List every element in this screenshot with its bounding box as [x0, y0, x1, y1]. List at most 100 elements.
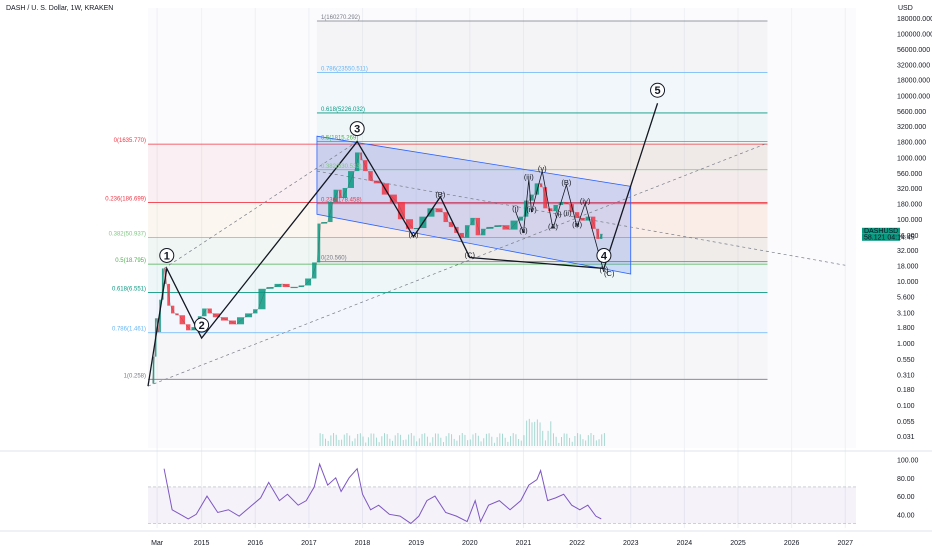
volume-bar: [373, 433, 375, 446]
volume-bar: [579, 434, 581, 446]
price-tick-label: 56.000: [897, 233, 919, 240]
volume-bar: [558, 442, 560, 446]
volume-bar: [392, 440, 394, 446]
volume-bar: [405, 439, 407, 446]
volume-bar: [357, 433, 359, 446]
volume-bar: [386, 434, 388, 446]
price-tick-label: 0.100: [897, 403, 915, 410]
price-candle: [290, 287, 298, 289]
wave-label-minor: (A): [409, 230, 420, 239]
fib-band: [148, 332, 768, 380]
volume-bar: [354, 438, 356, 446]
price-tick-label: 18.000: [897, 263, 919, 270]
wave-label-minor: (iv): [580, 196, 591, 205]
x-tick-label: 2026: [784, 540, 800, 547]
wave-label-major: 1: [164, 250, 170, 262]
price-tick-label: 0.310: [897, 372, 915, 379]
volume-bar: [397, 433, 399, 446]
volume-bar: [365, 442, 367, 446]
volume-bar: [440, 437, 442, 446]
minor-wave-path: [515, 170, 605, 273]
volume-bar: [437, 433, 439, 446]
volume-bar: [421, 433, 423, 446]
volume-bar: [499, 433, 501, 446]
volume-bar: [341, 439, 343, 446]
fib-band-upper: [316, 203, 768, 262]
volume-bar: [510, 436, 512, 446]
volume-bar: [587, 435, 589, 446]
volume-bar: [552, 433, 554, 446]
volume-bar: [367, 437, 369, 446]
volume-bar: [475, 433, 477, 446]
volume-bar: [343, 434, 345, 446]
volume-bar: [518, 439, 520, 446]
fib-label-lower: 0.236(186.699): [105, 196, 146, 202]
currency-label: USD: [898, 5, 913, 12]
wave-label-minor: (iii): [524, 172, 534, 181]
volume-bar: [603, 433, 605, 446]
volume-bar: [472, 434, 474, 446]
volume-bar: [459, 435, 461, 446]
volume-bar: [483, 438, 485, 446]
fib-band-upper: [316, 112, 768, 142]
volume-bar: [531, 422, 533, 446]
x-tick-label: 2023: [623, 540, 639, 547]
fib-label-lower: 0.5(18.795): [115, 258, 146, 264]
price-tick-label: 1.000: [897, 341, 915, 348]
fib-label-lower: 0.786(1.461): [112, 327, 146, 333]
price-badge: [862, 233, 900, 241]
x-tick-label: 2017: [301, 540, 317, 547]
volume-bar: [410, 433, 412, 446]
volume-bar: [351, 441, 353, 446]
volume-bar: [493, 442, 495, 446]
x-tick-label: 2025: [730, 540, 746, 547]
volume-bar: [585, 440, 587, 446]
rsi-tick-label: 80.00: [897, 476, 915, 483]
volume-bar: [418, 438, 420, 446]
price-tick-label: 18000.000: [897, 78, 930, 85]
volume-bar: [544, 440, 546, 446]
fib-band-upper: [316, 20, 768, 73]
x-tick-label: 2027: [837, 540, 853, 547]
volume-bar: [370, 433, 372, 446]
volume-bar: [456, 440, 458, 446]
wave-label-minor: (i): [555, 210, 562, 219]
fib-label-lower: 1(0.258): [124, 373, 146, 379]
volume-bar: [480, 441, 482, 446]
wave-circle: [194, 317, 210, 333]
wave-circle: [349, 121, 365, 137]
rsi-tick-label: 40.00: [897, 512, 915, 519]
price-tick-label: 1800.000: [897, 140, 926, 147]
volume-bar: [408, 434, 410, 446]
volume-bar: [464, 434, 466, 446]
volume-bar: [319, 433, 321, 446]
price-tick-label: 10000.000: [897, 94, 930, 101]
wave-label-minor: (iii): [572, 220, 582, 229]
volume-bar: [448, 433, 450, 446]
price-tick-label: 320.000: [897, 186, 922, 193]
x-tick-label: 2024: [677, 540, 693, 547]
price-tick-label: 3200.000: [897, 124, 926, 131]
volume-bar: [378, 442, 380, 446]
volume-bar: [338, 439, 340, 446]
wave-label-minor: (ii): [563, 208, 572, 217]
fib-band: [148, 237, 768, 265]
price-tick-label: 56000.000: [897, 47, 930, 54]
price-tick-label: 32000.000: [897, 62, 930, 69]
volume-bar: [384, 433, 385, 446]
price-tick-label: 10.000: [897, 279, 919, 286]
price-tick-label: 0.180: [897, 387, 915, 394]
volume-bar: [507, 441, 509, 446]
price-tick-label: 180000.000: [897, 16, 932, 23]
price-tick-label: 560.000: [897, 171, 922, 178]
volume-bar: [550, 421, 552, 446]
volume-bar: [322, 434, 324, 446]
wave-label-minor: (iv): [526, 205, 537, 214]
fib-band-upper: [316, 72, 768, 113]
volume-bar: [488, 433, 490, 446]
volume-bar: [502, 433, 503, 446]
trendline-upper: [163, 141, 358, 269]
wave-label-major: 2: [199, 320, 205, 332]
x-tick-label: 2018: [355, 540, 371, 547]
